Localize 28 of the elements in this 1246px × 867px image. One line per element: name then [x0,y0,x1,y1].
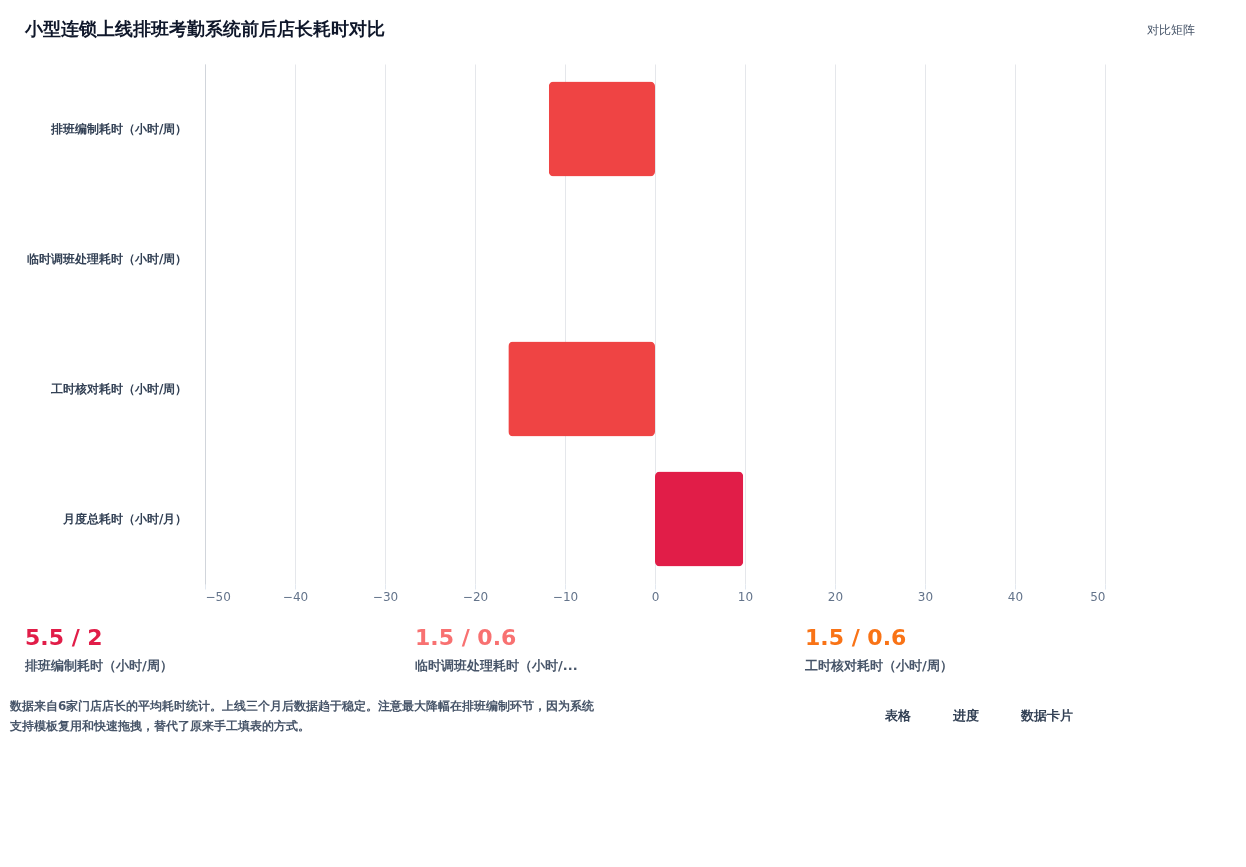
text: 5.5 / 2 [25,625,103,650]
x-tick-label: 40 [1007,589,1024,604]
y-tick-label: 月度总耗时（小时/月） [62,512,188,526]
y-tick-label: 工时核对耗时（小时/周） [50,382,188,396]
text: 数据来自6家门店店长的平均耗时统计。上线三个月后数据趋于稳定。注意最大降幅在排班编制环节，因为系统 [9,699,596,713]
text: 1.5 / 0.6 [805,625,907,650]
text: 对比矩阵 [1147,23,1195,37]
x-tick-label: −30 [372,589,399,604]
text: 数据卡片 [1020,708,1073,723]
text: 支持模板复用和快速拖拽，替代了原来手工填表的方式。 [9,719,310,733]
x-tick-label: 50 [1090,589,1106,604]
x-tick-label: −10 [552,589,579,604]
x-tick-label: 0 [651,589,660,604]
text: 工时核对耗时（小时/周） [804,658,953,673]
y-tick-label: 排班编制耗时（小时/周） [50,122,188,136]
chart-title: 小型连锁上线排班考勤系统前后店长耗时对比 [24,18,385,39]
text: 排班编制耗时（小时/周） [24,658,173,673]
x-tick-label: −50 [205,589,231,604]
text: 进度 [952,708,979,723]
x-tick-label: 10 [737,589,754,604]
y-tick-label: 临时调班处理耗时（小时/周） [27,252,188,266]
x-tick-label: −40 [282,589,309,604]
text: 1.5 / 0.6 [415,625,517,650]
text: 表格 [884,708,912,723]
x-tick-label: 30 [917,589,934,604]
x-tick-label: 20 [827,589,844,604]
text: 临时调班处理耗时（小时/... [415,658,578,673]
x-tick-label: −20 [462,589,489,604]
